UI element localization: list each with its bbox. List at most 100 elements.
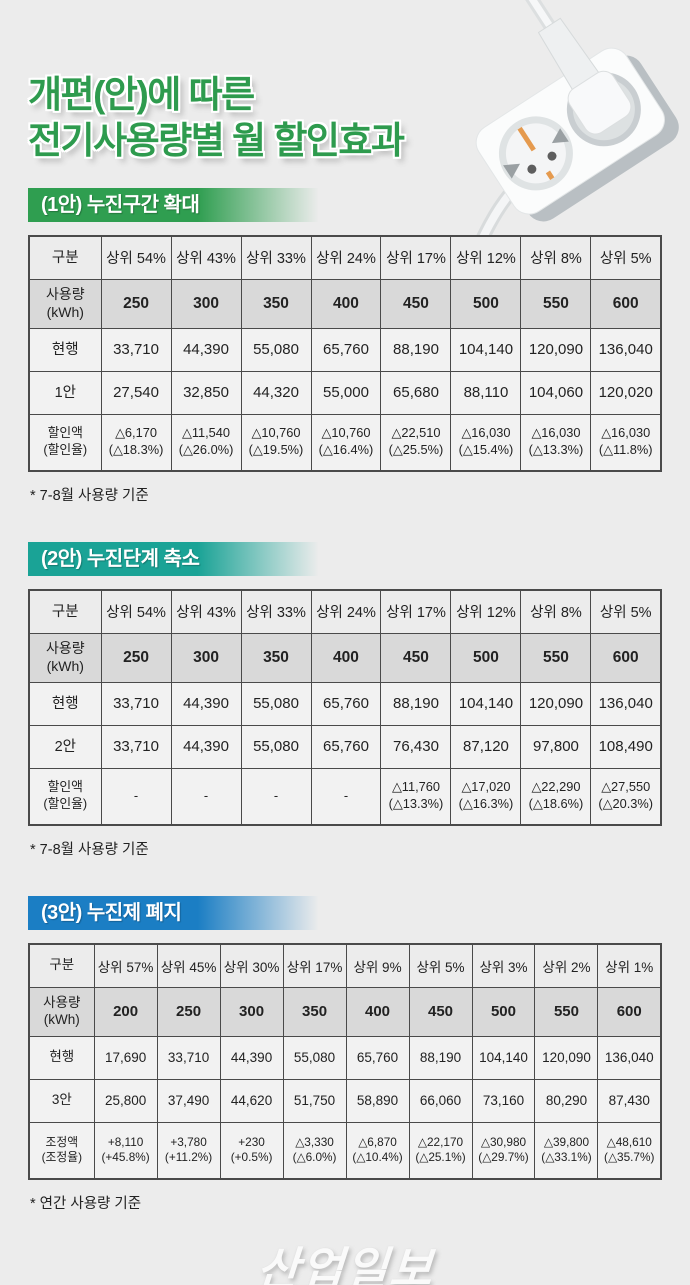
table-row: 현행 33,710 44,390 55,080 65,760 88,190 104,140 1… bbox=[28, 327, 662, 372]
value-cell: 450 bbox=[380, 278, 452, 329]
value-cell: 33,710 bbox=[100, 724, 172, 769]
row-label-cell: 현행 bbox=[28, 327, 102, 372]
column-header-cell: 상위 33% bbox=[240, 589, 312, 634]
value-cell: 65,760 bbox=[345, 1035, 410, 1080]
row-label-cell: 3안 bbox=[28, 1078, 95, 1123]
row-label-cell: 할인액 (할인율) bbox=[28, 767, 102, 826]
value-cell: △48,610 (△35.7%) bbox=[597, 1121, 662, 1180]
value-cell: 600 bbox=[590, 278, 662, 329]
value-cell: 250 bbox=[156, 986, 221, 1037]
column-header-cell: 상위 43% bbox=[170, 589, 242, 634]
value-cell: 66,060 bbox=[408, 1078, 473, 1123]
value-cell: 55,000 bbox=[310, 370, 382, 415]
value-cell: 450 bbox=[380, 632, 452, 683]
value-cell: △22,170 (△25.1%) bbox=[408, 1121, 473, 1180]
column-header-cell: 상위 12% bbox=[450, 235, 522, 280]
column-header-cell: 상위 54% bbox=[100, 235, 172, 280]
column-header-cell: 상위 5% bbox=[408, 943, 473, 988]
value-cell: 33,710 bbox=[100, 681, 172, 726]
value-cell: 65,760 bbox=[310, 327, 382, 372]
value-cell: 450 bbox=[408, 986, 473, 1037]
column-header-cell: 상위 5% bbox=[590, 235, 662, 280]
value-cell: +8,110 (+45.8%) bbox=[93, 1121, 158, 1180]
value-cell: 136,040 bbox=[597, 1035, 662, 1080]
column-header-cell: 상위 24% bbox=[310, 235, 382, 280]
value-cell: △17,020 (△16.3%) bbox=[450, 767, 522, 826]
section-header-plan1: (1안) 누진구간 확대 bbox=[28, 187, 432, 222]
plan3-table: 구분 상위 57% 상위 45% 상위 30% 상위 17% 상위 9% 상위 5% 상위 3… bbox=[28, 942, 662, 1180]
value-cell: 400 bbox=[310, 632, 382, 683]
value-cell: 51,750 bbox=[282, 1078, 347, 1123]
value-cell: 120,020 bbox=[590, 370, 662, 415]
power-strip-illustration bbox=[447, 0, 679, 242]
value-cell: △11,540 (△26.0%) bbox=[170, 413, 242, 472]
value-cell: 44,390 bbox=[170, 327, 242, 372]
value-cell: 500 bbox=[450, 632, 522, 683]
value-cell: 250 bbox=[100, 278, 172, 329]
value-cell: 44,320 bbox=[240, 370, 312, 415]
plan1-table: 구분 상위 54% 상위 43% 상위 33% 상위 24% 상위 17% 상위 12% 상위… bbox=[28, 234, 662, 472]
value-cell: 550 bbox=[520, 278, 592, 329]
table-row: 현행 17,690 33,710 44,390 55,080 65,760 88,190 10… bbox=[28, 1035, 662, 1080]
value-cell: △22,290 (△18.6%) bbox=[520, 767, 592, 826]
column-header-cell: 상위 1% bbox=[597, 943, 662, 988]
value-cell: +230 (+0.5%) bbox=[219, 1121, 284, 1180]
row-label-cell: 조정액 (조정율) bbox=[28, 1121, 95, 1180]
corner-header-cell: 구분 bbox=[28, 235, 102, 280]
value-cell: △10,760 (△19.5%) bbox=[240, 413, 312, 472]
value-cell: 400 bbox=[345, 986, 410, 1037]
value-cell: 17,690 bbox=[93, 1035, 158, 1080]
publisher-watermark: 산업일보 THE KOREA INDUSTRY DAILY bbox=[25, 1233, 665, 1285]
table-row: 3안 25,800 37,490 44,620 51,750 58,890 66,060 73… bbox=[28, 1078, 662, 1123]
value-cell: 300 bbox=[219, 986, 284, 1037]
column-header-cell: 상위 17% bbox=[380, 589, 452, 634]
value-cell: 37,490 bbox=[156, 1078, 221, 1123]
value-cell: △16,030 (△13.3%) bbox=[520, 413, 592, 472]
value-cell: 108,490 bbox=[590, 724, 662, 769]
column-header-cell: 상위 43% bbox=[170, 235, 242, 280]
value-cell: 87,120 bbox=[450, 724, 522, 769]
column-header-cell: 상위 5% bbox=[590, 589, 662, 634]
section-header-plan2: (2안) 누진단계 축소 bbox=[28, 541, 432, 576]
table-row: 2안 33,710 44,390 55,080 65,760 76,430 87,120 97… bbox=[28, 724, 662, 769]
value-cell: △30,980 (△29.7%) bbox=[471, 1121, 536, 1180]
value-cell: 97,800 bbox=[520, 724, 592, 769]
table-header-row: 구분 상위 54% 상위 43% 상위 33% 상위 24% 상위 17% 상위 12% 상위… bbox=[28, 589, 662, 634]
value-cell: +3,780 (+11.2%) bbox=[156, 1121, 221, 1180]
value-cell: 25,800 bbox=[93, 1078, 158, 1123]
value-cell: 44,390 bbox=[219, 1035, 284, 1080]
page-title-line-1: 개편(안)에 따른 bbox=[28, 74, 255, 115]
column-header-cell: 상위 57% bbox=[93, 943, 158, 988]
column-header-cell: 상위 3% bbox=[471, 943, 536, 988]
value-cell: 500 bbox=[450, 278, 522, 329]
column-header-cell: 상위 17% bbox=[380, 235, 452, 280]
page-title: 개편(안)에 따른 전기사용량별 월 할인효과 bbox=[28, 72, 458, 164]
corner-header-cell: 구분 bbox=[28, 943, 95, 988]
value-cell: 350 bbox=[240, 278, 312, 329]
value-cell: 65,760 bbox=[310, 681, 382, 726]
column-header-cell: 상위 8% bbox=[520, 589, 592, 634]
plan2-table: 구분 상위 54% 상위 43% 상위 33% 상위 24% 상위 17% 상위 12% 상위… bbox=[28, 588, 662, 826]
value-cell: 250 bbox=[100, 632, 172, 683]
value-cell: 136,040 bbox=[590, 681, 662, 726]
publisher-logo-korean: 산업일보 bbox=[254, 1242, 436, 1285]
value-cell: 200 bbox=[93, 986, 158, 1037]
row-label-cell: 할인액 (할인율) bbox=[28, 413, 102, 472]
table-row: 1안 27,540 32,850 44,320 55,000 65,680 88,110 10… bbox=[28, 370, 662, 415]
value-cell: 120,090 bbox=[534, 1035, 599, 1080]
value-cell: 44,390 bbox=[170, 724, 242, 769]
value-cell: △39,800 (△33.1%) bbox=[534, 1121, 599, 1180]
table-row: 현행 33,710 44,390 55,080 65,760 88,190 104,140 1… bbox=[28, 681, 662, 726]
plan1-footnote: * 7-8월 사용량 기준 bbox=[30, 487, 149, 504]
value-cell: 65,760 bbox=[310, 724, 382, 769]
value-cell: 120,090 bbox=[520, 681, 592, 726]
value-cell: △10,760 (△16.4%) bbox=[310, 413, 382, 472]
row-label-cell: 현행 bbox=[28, 1035, 95, 1080]
value-cell: 44,620 bbox=[219, 1078, 284, 1123]
value-cell: - bbox=[240, 767, 312, 826]
value-cell: △3,330 (△6.0%) bbox=[282, 1121, 347, 1180]
table-header-row: 구분 상위 57% 상위 45% 상위 30% 상위 17% 상위 9% 상위 5% 상위 3… bbox=[28, 943, 662, 988]
table-row: 사용량 (kWh) 250 300 350 400 450 500 550 600 bbox=[28, 278, 662, 329]
value-cell: 350 bbox=[282, 986, 347, 1037]
